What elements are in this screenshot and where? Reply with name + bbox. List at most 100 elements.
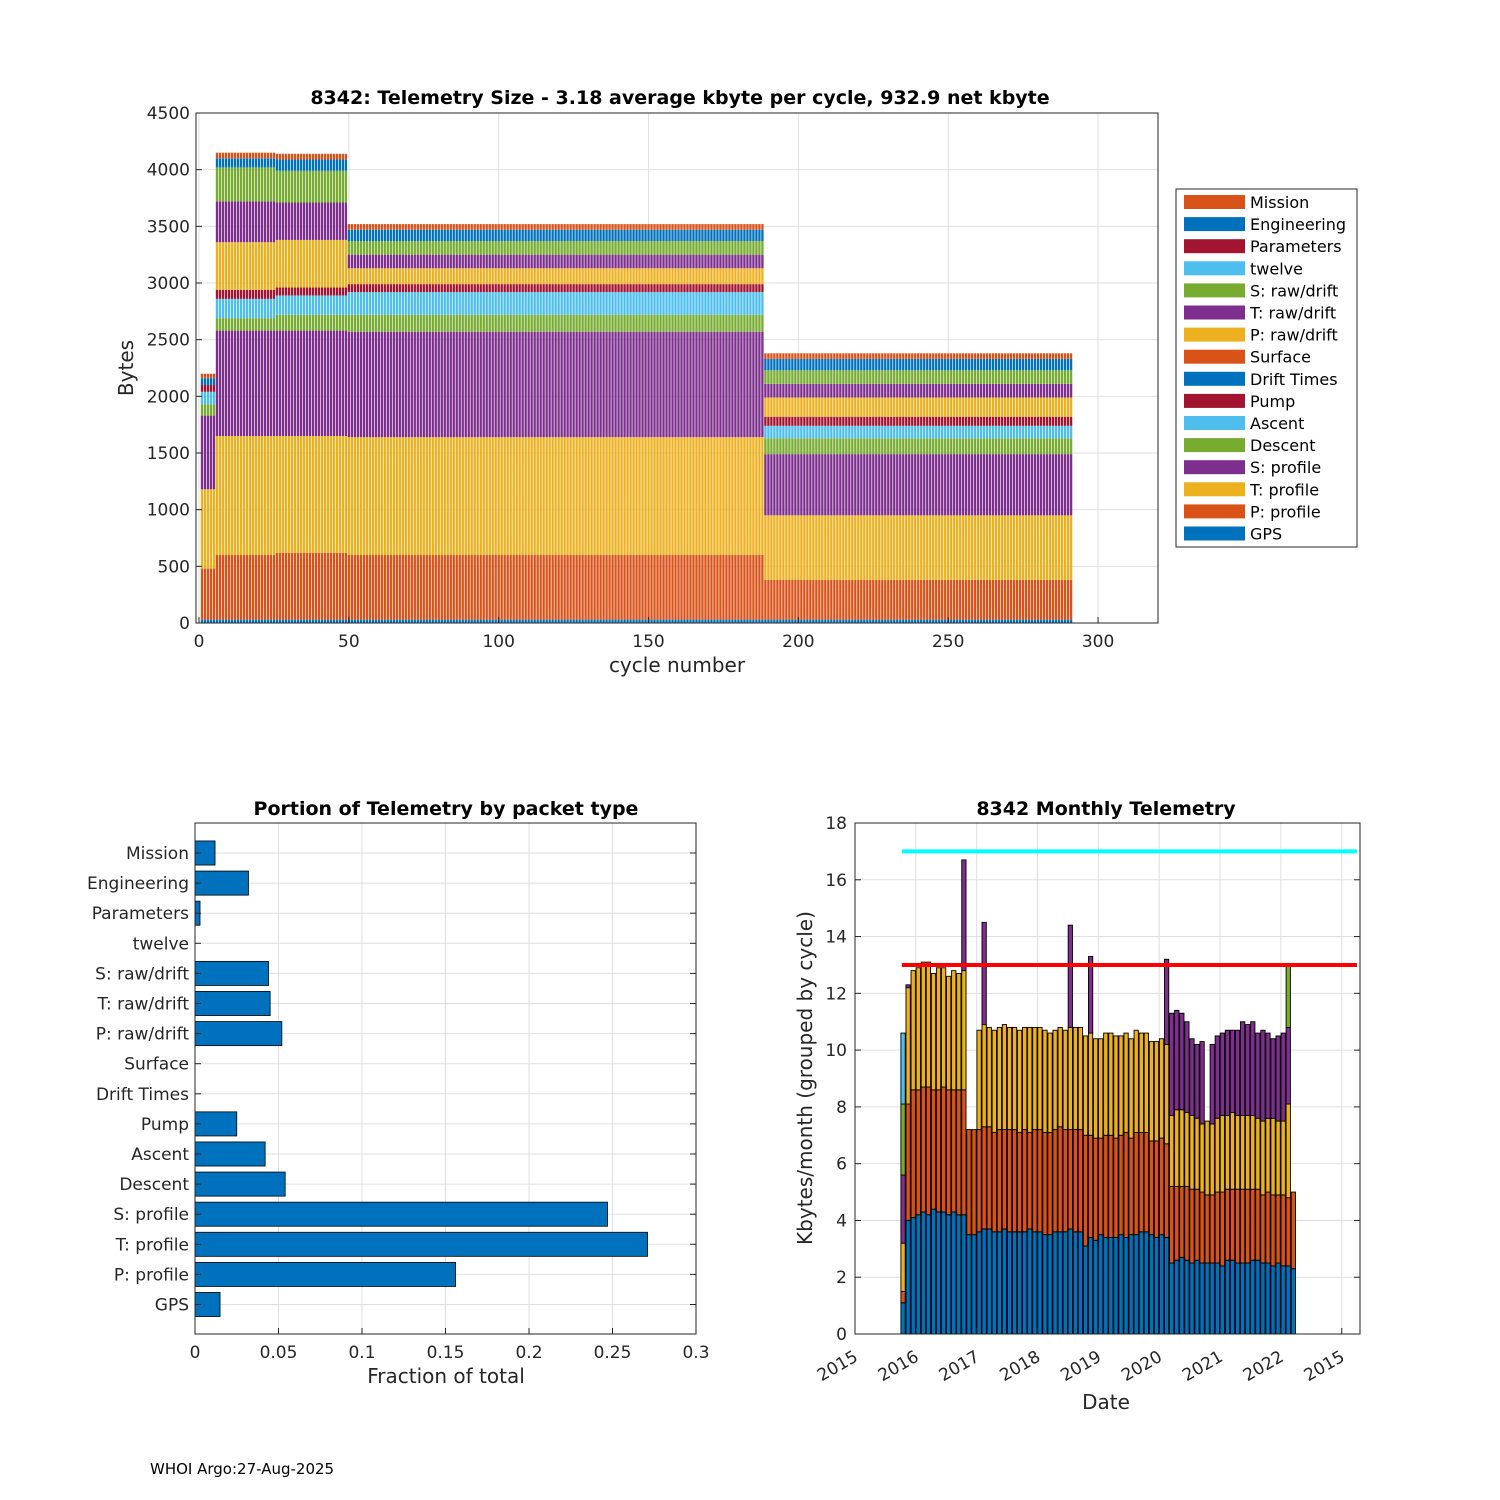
bar-segment (296, 159, 300, 171)
bar-segment (626, 619, 629, 623)
bar-segment (485, 254, 488, 269)
bar-segment (791, 454, 794, 516)
bar-segment (911, 425, 914, 439)
y-tick-label-14: P: profile (114, 1265, 189, 1285)
bar-segment (917, 515, 920, 580)
bar-segment (938, 370, 941, 384)
bar-segment (218, 167, 222, 202)
bar-segment (677, 314, 680, 332)
bar-segment (668, 241, 671, 255)
y-tick-label-5: 10 (825, 1041, 847, 1061)
bar-segment (455, 314, 458, 332)
bar-segment (995, 383, 998, 398)
bar-segment (314, 619, 318, 623)
bar-segment (491, 331, 494, 438)
bar-segment (713, 229, 716, 242)
bar-segment (440, 284, 443, 293)
bar-segment (347, 284, 351, 293)
bar-segment (1113, 1137, 1119, 1238)
bar-segment (854, 579, 857, 620)
bar-segment (371, 229, 374, 242)
bar-segment (977, 579, 980, 620)
bar-segment (713, 241, 716, 255)
bar-segment (980, 370, 983, 384)
bar-segment (296, 552, 300, 620)
bar-segment (437, 437, 440, 555)
bar-segment (416, 229, 419, 242)
bar-segment (821, 416, 824, 426)
bar-segment (344, 330, 348, 436)
bar-segment (611, 619, 614, 623)
bar-segment (266, 152, 270, 159)
bar-segment (950, 425, 953, 439)
bar-segment (428, 268, 431, 285)
bar-segment (860, 425, 863, 439)
bar-segment (335, 153, 339, 160)
bar-segment (1260, 1262, 1266, 1335)
legend-swatch-8 (1184, 371, 1245, 386)
bar-segment (914, 515, 917, 580)
bar-segment (989, 370, 992, 384)
bar-segment (428, 314, 431, 332)
bar-segment (893, 397, 896, 417)
bar-segment (884, 454, 887, 516)
bar-segment (392, 254, 395, 269)
bar-segment (683, 292, 686, 315)
bar-segment (392, 555, 395, 620)
bar-segment (992, 425, 995, 439)
bar-segment (938, 358, 941, 371)
bar-segment (836, 353, 839, 359)
bar-segment (1280, 1032, 1286, 1122)
bar-segment (938, 438, 941, 455)
bar-segment (446, 284, 449, 293)
bar-segment (581, 619, 584, 623)
bar-segment (986, 619, 989, 623)
bar-segment (629, 555, 632, 620)
bar-segment (968, 397, 971, 417)
legend-label-12: S: profile (1250, 458, 1321, 477)
bar-segment (899, 579, 902, 620)
bar-segment (788, 397, 791, 417)
bar-segment (590, 284, 593, 293)
bar-segment (854, 619, 857, 623)
bar-segment (707, 229, 710, 242)
bar-segment (239, 619, 243, 623)
bar-segment (650, 292, 653, 315)
bar-segment (683, 229, 686, 242)
bar-segment (680, 224, 683, 230)
bar-segment (1060, 619, 1064, 623)
bar-segment (926, 370, 929, 384)
bar-segment (905, 619, 908, 623)
bar-segment (896, 515, 899, 580)
bar-segment (752, 268, 755, 285)
bar-segment (446, 229, 449, 242)
bar-segment (743, 331, 746, 438)
bar-segment (929, 383, 932, 398)
bar-segment (524, 241, 527, 255)
bar-segment (827, 425, 830, 439)
bar-segment (1017, 1029, 1023, 1133)
bar-segment (923, 383, 926, 398)
bar-segment (926, 454, 929, 516)
bar-segment (851, 619, 854, 623)
bar-segment (233, 158, 237, 168)
bar-segment (980, 515, 983, 580)
bar-segment (332, 295, 336, 315)
bar-segment (608, 331, 611, 438)
bar-segment (1057, 383, 1061, 398)
bar-segment (743, 284, 746, 293)
bar-segment (698, 437, 701, 555)
bar-segment (539, 229, 542, 242)
bar-segment (929, 425, 932, 439)
bar-segment (965, 383, 968, 398)
bar-segment (737, 254, 740, 269)
bar-segment (716, 292, 719, 315)
bar-segment (614, 254, 617, 269)
bar-segment (701, 619, 704, 623)
bar-segment (908, 619, 911, 623)
bar-segment (1018, 438, 1022, 455)
bar-segment (980, 454, 983, 516)
bar-segment (1024, 619, 1028, 623)
bar-segment (989, 358, 992, 371)
bar-segment (506, 619, 509, 623)
